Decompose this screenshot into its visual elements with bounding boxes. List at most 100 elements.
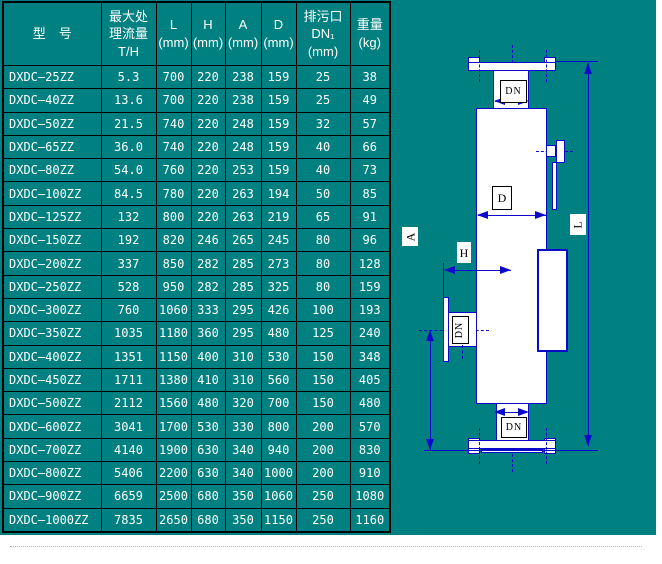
spec-table-head: 型 号最大处 理流量 T/H L (mm) H (mm) A (mm) D (mm) 排污口 DN₁ (m… [2,1,391,66]
value-cell: 310 [224,367,262,393]
value-cell: 85 [349,181,391,206]
value-cell: 220 [190,111,226,136]
sight-glass-tube [552,162,557,210]
value-cell: 263 [224,204,262,230]
value-cell: 530 [190,414,226,439]
value-cell: 295 [224,321,262,346]
value-cell: 950 [155,274,192,299]
inlet-bolt-line [462,345,463,359]
model-cell: DXDC—100ZZ [2,181,102,206]
top-flange-bolt-line-left [479,50,480,82]
header-row: 型 号最大处 理流量 T/H L (mm) H (mm) A (mm) D (mm) 排污口 DN₁ (m… [2,1,391,66]
base-ref-line [424,450,598,451]
value-cell: 680 [190,484,226,509]
value-cell: 150 [295,344,351,369]
value-cell: 263 [224,181,262,206]
d-arrow-right [535,211,546,219]
table-row: DXDC—450ZZ 1711 1380 410 310 560 150 405 [2,367,391,393]
d-dim-line [478,215,546,216]
dn-bottom-arrow-right [518,408,529,416]
value-cell: 910 [349,461,391,486]
model-cell: DXDC—200ZZ [2,251,102,276]
value-cell: 2500 [155,484,192,509]
a-dim-line [430,330,431,450]
column-header: A (mm) [224,1,262,66]
table-row: DXDC—80ZZ 54.0 760 220 253 159 40 73 [2,158,391,183]
value-cell: 66 [349,134,391,160]
model-cell: DXDC—450ZZ [2,367,102,393]
value-cell: 4140 [100,437,157,463]
dn-side-label: DN [452,316,469,344]
d-label: D [492,186,512,210]
value-cell: 220 [190,158,226,183]
h-arrow-left [444,266,455,274]
l-arrow-down [584,435,592,446]
value-cell: 25 [295,64,351,90]
a-arrow-down [426,439,434,450]
value-cell: 128 [349,251,391,276]
value-cell: 2650 [155,507,192,533]
column-header: H (mm) [190,1,226,66]
value-cell: 700 [155,64,192,90]
model-cell: DXDC—900ZZ [2,484,102,509]
h-label: H [457,242,471,263]
model-cell: DXDC—300ZZ [2,297,102,323]
value-cell: 630 [190,461,226,486]
d-arrow-left [477,211,488,219]
value-cell: 240 [349,321,391,346]
a-label-text: A [402,232,417,241]
value-cell: 2200 [155,461,192,486]
value-cell: 1080 [349,484,391,509]
value-cell: 680 [190,507,226,533]
value-cell: 65 [295,204,351,230]
value-cell: 528 [100,274,157,299]
value-cell: 6659 [100,484,157,509]
value-cell: 7835 [100,507,157,533]
model-cell: DXDC—350ZZ [2,321,102,346]
value-cell: 1160 [349,507,391,533]
l-top-ref-line [556,61,598,62]
value-cell: 1711 [100,367,157,393]
dn-bottom-label: DN [501,417,527,438]
table-row: DXDC—250ZZ 528 950 282 285 325 80 159 [2,274,391,299]
value-cell: 570 [349,414,391,439]
column-header: D (mm) [260,1,297,66]
table-row: DXDC—125ZZ 132 800 220 263 219 65 91 [2,204,391,230]
value-cell: 21.5 [100,111,157,136]
l-label-text: L [571,220,585,229]
value-cell: 49 [349,88,391,113]
gauge-nozzle [546,145,556,157]
table-row: DXDC—200ZZ 337 850 282 285 273 80 128 [2,251,391,276]
dn-top-arrow-left [494,97,505,105]
value-cell: 57 [349,111,391,136]
value-cell: 38 [349,64,391,90]
value-cell: 40 [295,158,351,183]
column-header: 重量 (kg) [349,1,391,66]
column-header: 排污口 DN₁ (mm) [295,1,351,66]
vessel-body [476,108,547,404]
d-label-text: D [497,191,507,205]
value-cell: 740 [155,111,192,136]
value-cell: 250 [295,507,351,533]
model-cell: DXDC—40ZZ [2,88,102,113]
dn-side-label-text: DN [454,321,466,339]
dn-top-label-text: DN [505,85,522,97]
value-cell: 80 [295,251,351,276]
l-arrow-up [584,63,592,74]
h-extension-line [443,263,444,298]
model-cell: DXDC—25ZZ [2,64,102,90]
value-cell: 1060 [155,297,192,323]
value-cell: 250 [295,484,351,509]
value-cell: 54.0 [100,158,157,183]
model-cell: DXDC—1000ZZ [2,507,102,533]
value-cell: 159 [349,274,391,299]
table-row: DXDC—700ZZ 4140 1900 630 340 940 200 830 [2,437,391,463]
dn-bottom-dim-line [495,412,527,413]
spec-table-body: DXDC—25ZZ 5.3 700 220 238 159 25 38 DXDC—40ZZ 13.… [2,64,391,533]
value-cell: 282 [190,274,226,299]
value-cell: 1380 [155,367,192,393]
l-dim-line [588,63,589,446]
value-cell: 96 [349,228,391,253]
table-row: DXDC—350ZZ 1035 1180 360 295 480 125 240 [2,321,391,346]
